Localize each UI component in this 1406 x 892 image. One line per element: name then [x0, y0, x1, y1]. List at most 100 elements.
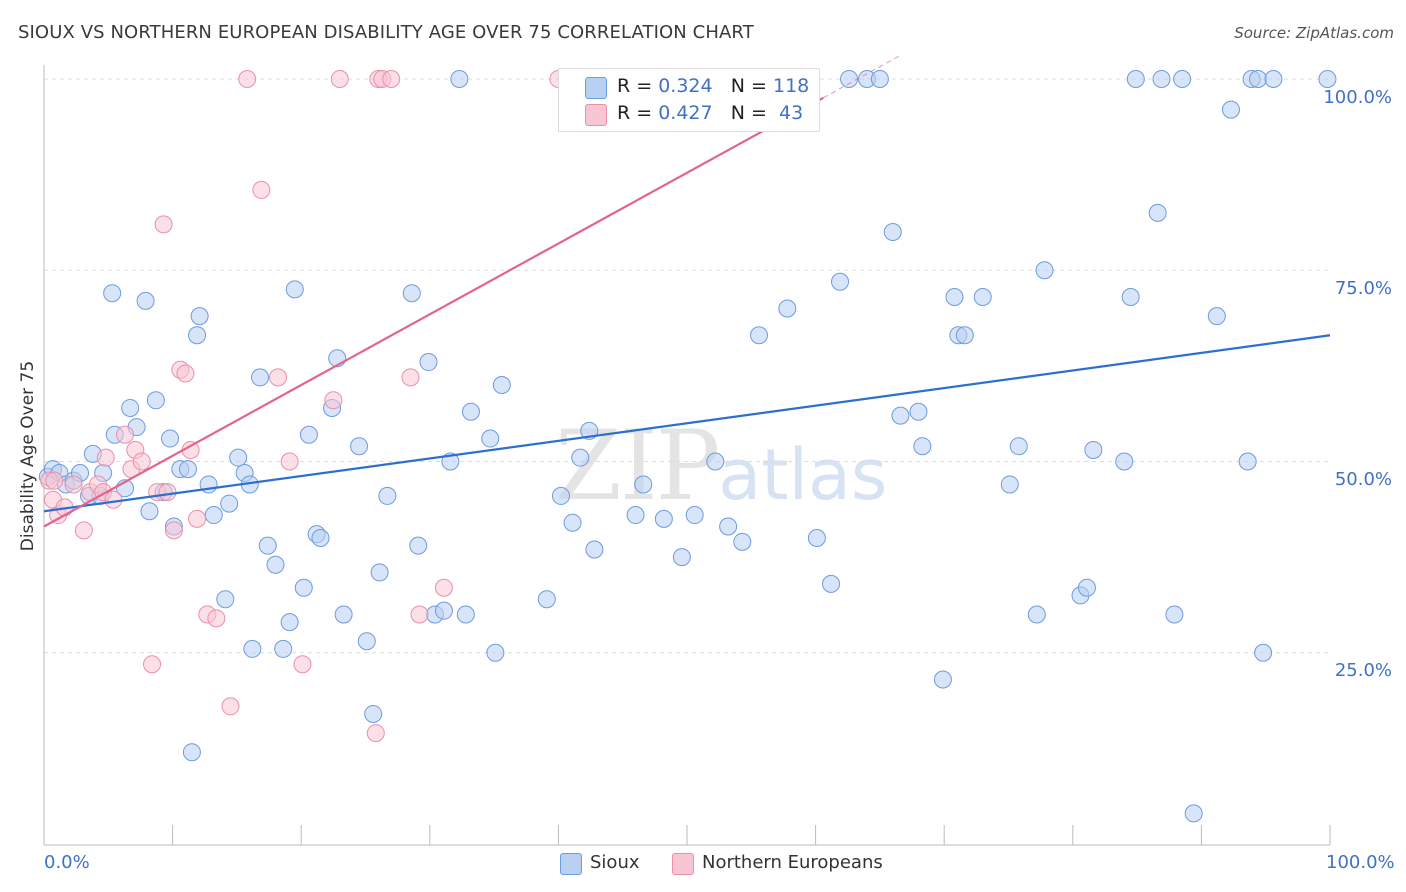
- sioux-r-value: 0.324: [658, 75, 713, 97]
- sioux-point: [634, 475, 653, 494]
- sioux-point: [778, 299, 797, 318]
- y-tick-label: 100.0%: [1323, 87, 1392, 108]
- northern-point: [104, 490, 123, 509]
- sioux-point: [456, 605, 475, 624]
- sioux-point: [280, 613, 299, 632]
- sioux-point: [334, 605, 353, 624]
- sioux-point: [973, 288, 992, 307]
- sioux-trend-line: [43, 334, 1331, 513]
- sioux-point: [378, 486, 397, 505]
- northern-point: [96, 448, 115, 467]
- sioux-point: [229, 448, 248, 467]
- sioux-point: [461, 402, 480, 421]
- x-tick-label: 0.0%: [44, 852, 90, 873]
- northern-r-value: 0.427: [658, 102, 713, 124]
- sioux-point: [1115, 452, 1134, 471]
- sioux-point: [140, 502, 159, 521]
- sioux-point: [706, 452, 725, 471]
- northern-point: [280, 452, 299, 471]
- northern-legend-swatch: [672, 853, 694, 875]
- northern-trend-line: [43, 96, 824, 528]
- northern-point: [401, 368, 420, 387]
- northern-legend-label: Northern Europeans: [702, 852, 883, 873]
- source-label: Source: ZipAtlas.com: [1234, 24, 1394, 42]
- sioux-point: [909, 402, 928, 421]
- n-label: N =: [730, 75, 767, 97]
- sioux-point: [419, 353, 438, 372]
- sioux-point: [537, 590, 556, 609]
- sioux-point: [1264, 70, 1283, 88]
- y-tick-label: 75.0%: [1334, 278, 1392, 299]
- northern-point: [410, 605, 429, 624]
- sioux-point: [486, 643, 505, 662]
- sioux-point: [654, 509, 673, 528]
- sioux-point: [370, 563, 389, 582]
- northern-point: [154, 215, 173, 234]
- sioux-point: [136, 291, 155, 310]
- sioux-point: [121, 398, 140, 417]
- sioux-point: [1121, 288, 1140, 307]
- sioux-point: [481, 429, 500, 448]
- northern-swatch: [585, 104, 607, 126]
- sioux-point: [822, 574, 841, 593]
- sioux-point: [1027, 605, 1046, 624]
- sioux-point: [870, 70, 889, 88]
- northern-point: [164, 521, 183, 540]
- sioux-point: [831, 272, 850, 291]
- y-tick-label: 50.0%: [1334, 469, 1392, 490]
- sioux-legend-label: Sioux: [590, 852, 640, 873]
- northern-point: [207, 609, 226, 628]
- sioux-point: [243, 639, 262, 658]
- sioux-point: [733, 532, 752, 551]
- northern-point: [382, 70, 401, 88]
- sioux-point: [672, 548, 691, 567]
- sioux-point: [274, 639, 293, 658]
- northern-n-value: 43: [779, 102, 804, 124]
- sioux-point: [1207, 307, 1226, 326]
- sioux-point: [840, 70, 859, 88]
- sioux-point: [1000, 475, 1019, 494]
- sioux-point: [450, 70, 469, 88]
- northern-point: [143, 655, 162, 674]
- sioux-point: [402, 284, 421, 303]
- sioux-point: [945, 288, 964, 307]
- sioux-point: [807, 529, 826, 547]
- northern-point: [269, 368, 288, 387]
- sioux-point: [311, 529, 330, 547]
- northern-point: [132, 452, 151, 471]
- r-label: R =: [617, 102, 653, 124]
- sioux-point: [1173, 70, 1192, 88]
- sioux-point: [585, 540, 604, 559]
- northern-point: [434, 578, 453, 597]
- sioux-point: [1126, 70, 1145, 88]
- chart-title: SIOUX VS NORTHERN EUROPEAN DISABILITY AG…: [18, 22, 754, 43]
- sioux-point: [179, 460, 198, 479]
- sioux-point: [258, 536, 277, 555]
- sioux-point: [1238, 452, 1257, 471]
- northern-point: [221, 697, 240, 716]
- sioux-point: [103, 284, 122, 303]
- sioux-point: [1318, 70, 1337, 88]
- sioux-point: [750, 326, 769, 345]
- northern-point: [188, 509, 207, 528]
- sioux-point: [285, 280, 304, 299]
- sioux-point: [220, 494, 239, 513]
- northern-point: [238, 70, 257, 88]
- northern-point: [64, 475, 83, 494]
- sioux-point: [1254, 643, 1273, 662]
- correlation-legend: R = 0.324 N = 118 R = 0.427 N = 43: [558, 68, 820, 132]
- sioux-point: [551, 486, 570, 505]
- sioux-point: [1165, 605, 1184, 624]
- sioux-point: [1084, 441, 1103, 460]
- northern-point: [116, 425, 135, 444]
- sioux-point: [883, 223, 902, 241]
- sioux-point: [685, 506, 704, 525]
- sioux-point: [933, 670, 952, 689]
- sioux-point: [719, 517, 738, 536]
- sioux-point: [492, 376, 511, 394]
- northern-point: [293, 655, 312, 674]
- y-tick-label: 25.0%: [1334, 660, 1392, 681]
- northern-point: [252, 180, 271, 199]
- northern-point: [366, 724, 385, 743]
